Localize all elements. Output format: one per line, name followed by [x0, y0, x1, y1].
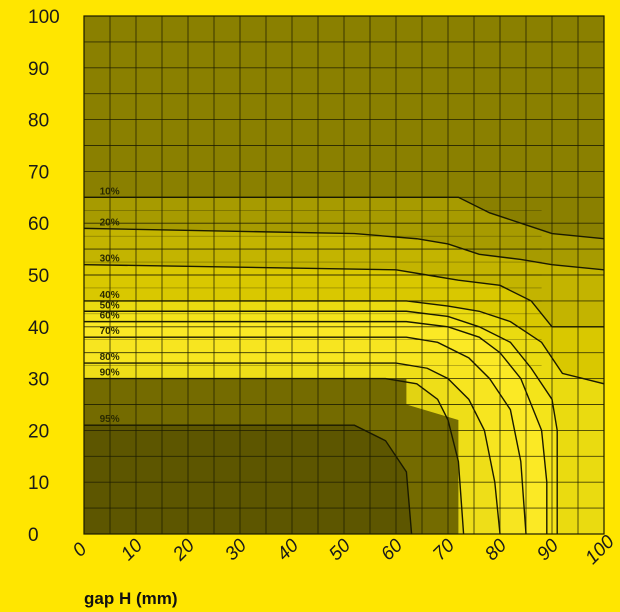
contour-line [84, 310, 558, 534]
contour-label: 80% [100, 352, 120, 363]
contour-label: 50% [100, 300, 120, 311]
y-tick-label: 100 [28, 7, 60, 28]
contour-label: 30% [100, 254, 120, 265]
plot-border [83, 15, 605, 535]
contour-line [84, 196, 604, 240]
contour-label: 20% [100, 217, 120, 228]
y-axis-ticks: 0 10 20 30 40 50 60 70 80 90 100 [28, 7, 60, 546]
contour-line [84, 320, 548, 534]
contour-label: 10% [100, 186, 120, 197]
contour-label: 95% [100, 414, 120, 425]
y-tick-label: 10 [28, 473, 49, 494]
contour-label: 70% [100, 326, 120, 337]
y-tick-label: 20 [28, 421, 49, 442]
contour-label: 90% [100, 368, 120, 379]
y-tick-label: 70 [28, 162, 49, 183]
contour-line [84, 263, 604, 328]
contour-line [84, 362, 501, 534]
contour-line [84, 300, 604, 385]
grid [83, 15, 605, 535]
contour-label: 40% [100, 290, 120, 301]
contour-line [84, 227, 604, 271]
y-tick-label: 80 [28, 111, 49, 132]
zone-95 [84, 425, 412, 534]
contour-lines [84, 196, 604, 534]
contour-label: 60% [100, 311, 120, 322]
y-tick-label: 30 [28, 370, 49, 391]
contour-line [84, 424, 413, 534]
y-tick-label: 0 [28, 525, 39, 546]
y-tick-label: 50 [28, 266, 49, 287]
y-tick-label: 60 [28, 214, 49, 235]
x-axis-label: gap H (mm) [84, 589, 178, 608]
y-tick-label: 90 [28, 59, 49, 80]
contour-line [84, 336, 527, 534]
y-tick-label: 40 [28, 318, 49, 339]
plot-area: 10% 20% 30% 40%50%60% 70% 80% 90% 95% [83, 15, 605, 535]
contour-line [84, 377, 465, 534]
